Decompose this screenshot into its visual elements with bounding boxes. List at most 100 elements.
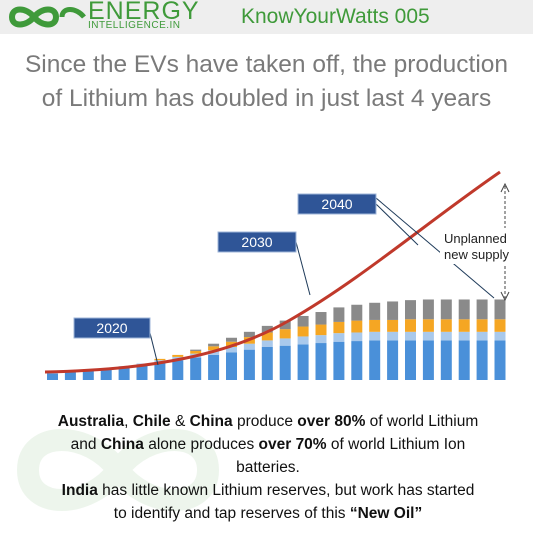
caption-text: has little known Lithium reserves, but w…: [97, 482, 475, 499]
caption-text: to identify and tap reserves of this: [113, 505, 350, 522]
bar-segment: [279, 329, 291, 339]
bar-segment: [136, 365, 148, 380]
caption-text: produce: [232, 413, 298, 430]
bar-segment: [351, 341, 363, 380]
bar-segment: [369, 319, 381, 332]
bar-segment: [369, 302, 381, 320]
bar-segment: [387, 301, 399, 320]
bar-segment: [333, 333, 345, 342]
caption: Australia, Chile & China produce over 80…: [12, 410, 524, 525]
bar-segment: [476, 299, 488, 320]
bar-segment: [64, 372, 76, 380]
headline-line-1: Since the EVs have taken off, the produc…: [24, 51, 509, 78]
bar-segment: [243, 349, 255, 380]
bar-segment: [405, 331, 416, 341]
bar-segment: [208, 354, 220, 380]
annotation-line-1: Unplanned: [444, 231, 507, 246]
bar-segment: [297, 326, 309, 337]
bar-segment: [422, 299, 434, 320]
bar-segment: [494, 340, 506, 380]
bar-segment: [315, 312, 327, 325]
bar-segment: [279, 338, 291, 346]
stat-80: over 80%: [297, 413, 366, 430]
bar-segment: [422, 331, 434, 341]
bar-segment: [458, 319, 470, 332]
bar-segment: [422, 340, 434, 380]
bar-segment: [47, 373, 58, 380]
supply-curve: [44, 170, 501, 374]
bar-segment: [333, 341, 345, 380]
bar-segment: [494, 331, 506, 341]
bar-segment: [333, 307, 345, 322]
bar-segment: [405, 340, 416, 380]
caption-line-3: batteries.: [236, 459, 300, 476]
caption-text: and: [70, 436, 101, 453]
caption-text: ,: [124, 413, 133, 430]
country-chile: Chile: [132, 413, 171, 430]
bar-segment: [208, 346, 220, 351]
caption-line-5: to identify and tap reserves of this “Ne…: [12, 502, 524, 525]
bar-segment: [458, 299, 470, 320]
new-oil-phrase: “New Oil”: [349, 505, 423, 522]
stat-70: over 70%: [258, 436, 327, 453]
bar-segment: [261, 340, 273, 347]
bar-segment: [387, 331, 399, 341]
brand-subtitle[interactable]: INTELLIGENCE.IN: [88, 20, 181, 31]
bar-segment: [154, 358, 166, 361]
bar-segment: [315, 324, 327, 336]
bar-segment: [351, 304, 363, 321]
bar-segment: [440, 340, 452, 380]
bar-segment: [261, 325, 273, 333]
bar-segment: [369, 331, 381, 341]
headline: Since the EVs have taken off, the produc…: [0, 48, 533, 116]
caption-text: &: [170, 413, 190, 430]
bar-segment: [226, 347, 237, 353]
bar-segment: [190, 349, 202, 351]
caption-text: of world Lithium: [365, 413, 479, 430]
bar-segment: [226, 352, 237, 380]
bar-segment: [387, 340, 399, 380]
watermark-logo-icon: [16, 429, 220, 511]
headline-line-2: of Lithium has doubled in just last 4 ye…: [41, 85, 492, 112]
bar-segment: [118, 367, 130, 380]
callout-2020-label: 2020: [96, 320, 127, 336]
bar-segment: [476, 331, 488, 341]
caption-line-1: Australia, Chile & China produce over 80…: [12, 410, 524, 433]
bar-segment: [279, 320, 291, 330]
bar-segment: [440, 299, 452, 320]
bar-segment: [208, 343, 220, 347]
country-china: China: [189, 413, 233, 430]
bar-group: [47, 299, 506, 380]
bar-segment: [458, 331, 470, 341]
bar-segment: [458, 340, 470, 380]
bar-segment: [405, 319, 416, 332]
series-tag: KnowYourWatts 005: [241, 5, 430, 28]
bar-segment: [315, 343, 327, 380]
country-australia: Australia: [57, 413, 125, 430]
brand-name[interactable]: ENERGY: [88, 0, 200, 25]
caption-text: of world Lithium Ion: [326, 436, 466, 453]
bar-segment: [440, 319, 452, 332]
lithium-supply-chart: 2020 2030 2040 Unplanned new supply: [44, 170, 522, 380]
bar-segment: [476, 340, 488, 380]
bar-segment: [494, 319, 506, 332]
caption-line-4: India has little known Lithium reserves,…: [12, 479, 524, 502]
callout-2040: 2040: [297, 193, 495, 299]
bar-segment: [297, 344, 309, 380]
bar-segment: [172, 354, 184, 357]
bar-segment: [243, 343, 255, 350]
bar-segment: [476, 319, 488, 332]
bar-segment: [226, 337, 237, 342]
bar-segment: [422, 319, 434, 332]
bar-segment: [387, 319, 399, 332]
country-india: India: [61, 482, 98, 499]
bar-segment: [315, 335, 327, 344]
bar-segment: [405, 300, 416, 320]
bar-segment: [261, 332, 273, 341]
bar-segment: [351, 332, 363, 342]
bar-segment: [333, 321, 345, 334]
bar-segment: [369, 340, 381, 380]
callout-2020: 2020: [73, 317, 159, 366]
bar-segment: [297, 315, 309, 327]
callout-2030-label: 2030: [241, 234, 272, 250]
